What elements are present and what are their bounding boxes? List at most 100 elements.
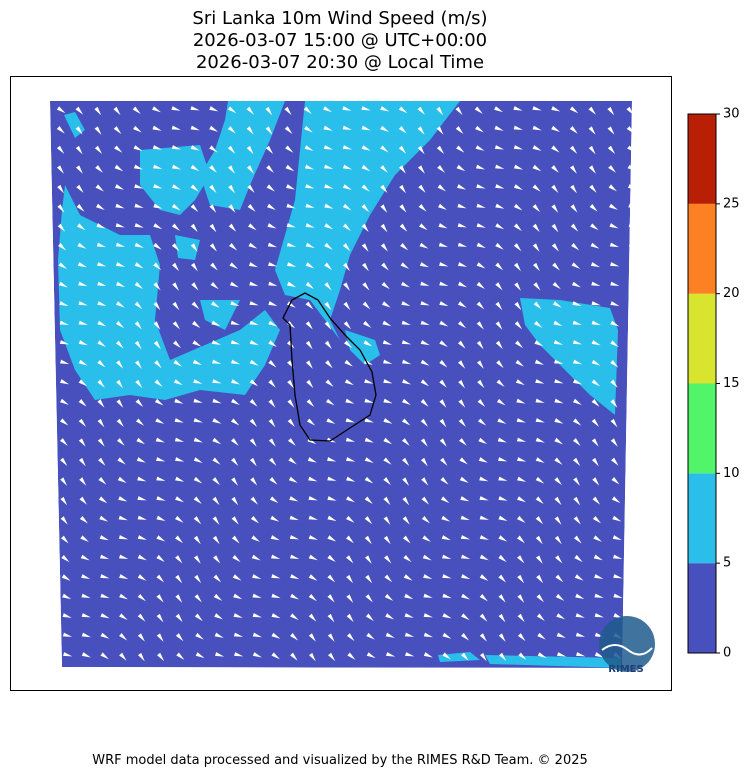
wind-arrow: [476, 242, 486, 249]
wind-arrow: [209, 243, 217, 252]
wind-arrow: [173, 379, 183, 386]
wind-arrow: [554, 418, 564, 424]
wind-arrow: [56, 165, 64, 174]
wind-arrow: [94, 106, 102, 116]
wind-arrow: [551, 204, 559, 213]
wind-arrow: [175, 496, 184, 503]
wind-arrow: [190, 204, 199, 213]
wind-arrow: [286, 223, 296, 228]
wind-arrow: [400, 242, 409, 251]
wind-arrow: [344, 340, 352, 349]
wind-arrow: [385, 613, 395, 620]
title-line: Sri Lanka 10m Wind Speed (m/s): [192, 8, 487, 29]
wind-arrow: [361, 184, 370, 192]
wind-arrow: [476, 360, 484, 369]
wind-arrow: [228, 204, 236, 213]
wind-arrow: [56, 145, 65, 154]
wind-arrow: [250, 515, 259, 524]
colorbar-segment: [688, 473, 716, 564]
wind-arrow: [136, 437, 146, 445]
wind-arrow: [134, 321, 142, 330]
wind-arrow: [97, 340, 106, 347]
wind-arrow: [532, 204, 541, 213]
wind-arrow: [174, 398, 184, 404]
wind-arrow: [439, 340, 448, 348]
wind-arrow: [212, 359, 222, 364]
wind-arrow: [438, 223, 448, 229]
wind-arrow: [460, 515, 470, 521]
wind-arrow: [611, 457, 619, 466]
wind-arrow: [460, 535, 471, 540]
wind-arrow: [456, 184, 467, 190]
wind-arrow: [384, 574, 393, 583]
wind-arrow: [100, 554, 110, 560]
wind-arrow: [532, 243, 540, 252]
wind-arrow: [118, 535, 129, 540]
wind-arrow: [246, 145, 254, 155]
wind-arrow: [517, 574, 525, 584]
wind-arrow: [94, 145, 103, 155]
wind-arrow: [571, 262, 581, 269]
wind-arrow: [306, 399, 315, 408]
wind-arrow: [212, 516, 220, 525]
wind-arrow: [592, 515, 602, 524]
wind-arrow: [171, 125, 181, 130]
wind-arrow: [517, 496, 526, 503]
wind-arrow: [365, 613, 374, 622]
wind-arrow: [607, 126, 615, 135]
wind-arrow: [210, 262, 218, 271]
wind-arrow: [422, 535, 431, 542]
wind-arrow: [420, 281, 430, 287]
wind-arrow: [155, 418, 165, 424]
wind-arrow: [534, 340, 544, 347]
wind-arrow: [62, 613, 72, 618]
wind-arrow: [268, 281, 278, 286]
wind-arrow: [268, 418, 276, 428]
wind-arrow: [611, 496, 621, 504]
wind-arrow: [479, 633, 487, 642]
wind-arrow: [441, 535, 451, 541]
wind-arrow: [156, 554, 165, 562]
wind-arrow: [401, 320, 411, 325]
wind-arrow: [557, 652, 567, 657]
wind-arrow: [517, 633, 526, 642]
wind-arrow: [115, 301, 125, 308]
wind-arrow: [380, 106, 390, 112]
wind-arrow: [271, 574, 281, 579]
wind-arrow: [478, 437, 488, 445]
wind-arrow: [79, 477, 87, 486]
wind-arrow: [383, 359, 393, 364]
wind-arrow: [133, 145, 143, 151]
wind-arrow: [324, 282, 332, 291]
wind-arrow: [271, 632, 281, 639]
wind-arrow: [231, 477, 239, 486]
wind-arrow: [533, 282, 541, 291]
wind-arrow: [590, 223, 599, 231]
wind-arrow: [532, 223, 540, 233]
wind-arrow: [383, 418, 393, 424]
wind-arrow: [305, 223, 315, 228]
wind-arrow: [308, 515, 318, 520]
wind-arrow: [631, 515, 632, 521]
wind-arrow: [535, 418, 545, 423]
colorbar-tick-label: 30: [723, 107, 740, 122]
wind-arrow: [308, 613, 317, 622]
wind-arrow: [153, 184, 163, 189]
wind-arrow: [589, 204, 598, 212]
wind-arrow: [610, 418, 618, 428]
wind-arrow: [361, 106, 371, 111]
wind-arrow: [231, 516, 239, 525]
wind-arrow: [442, 652, 451, 660]
colorbar-segment: [688, 383, 716, 474]
wind-arrow: [56, 126, 65, 134]
wind-arrow: [556, 613, 566, 620]
wind-arrow: [572, 340, 583, 345]
wind-arrow: [137, 593, 146, 602]
wind-arrow: [79, 496, 87, 505]
wind-arrow: [572, 301, 582, 306]
wind-arrow: [495, 223, 505, 230]
wind-arrow: [305, 281, 314, 289]
wind-arrow: [266, 165, 274, 173]
wind-arrow: [326, 418, 336, 424]
wind-arrow: [573, 379, 583, 385]
